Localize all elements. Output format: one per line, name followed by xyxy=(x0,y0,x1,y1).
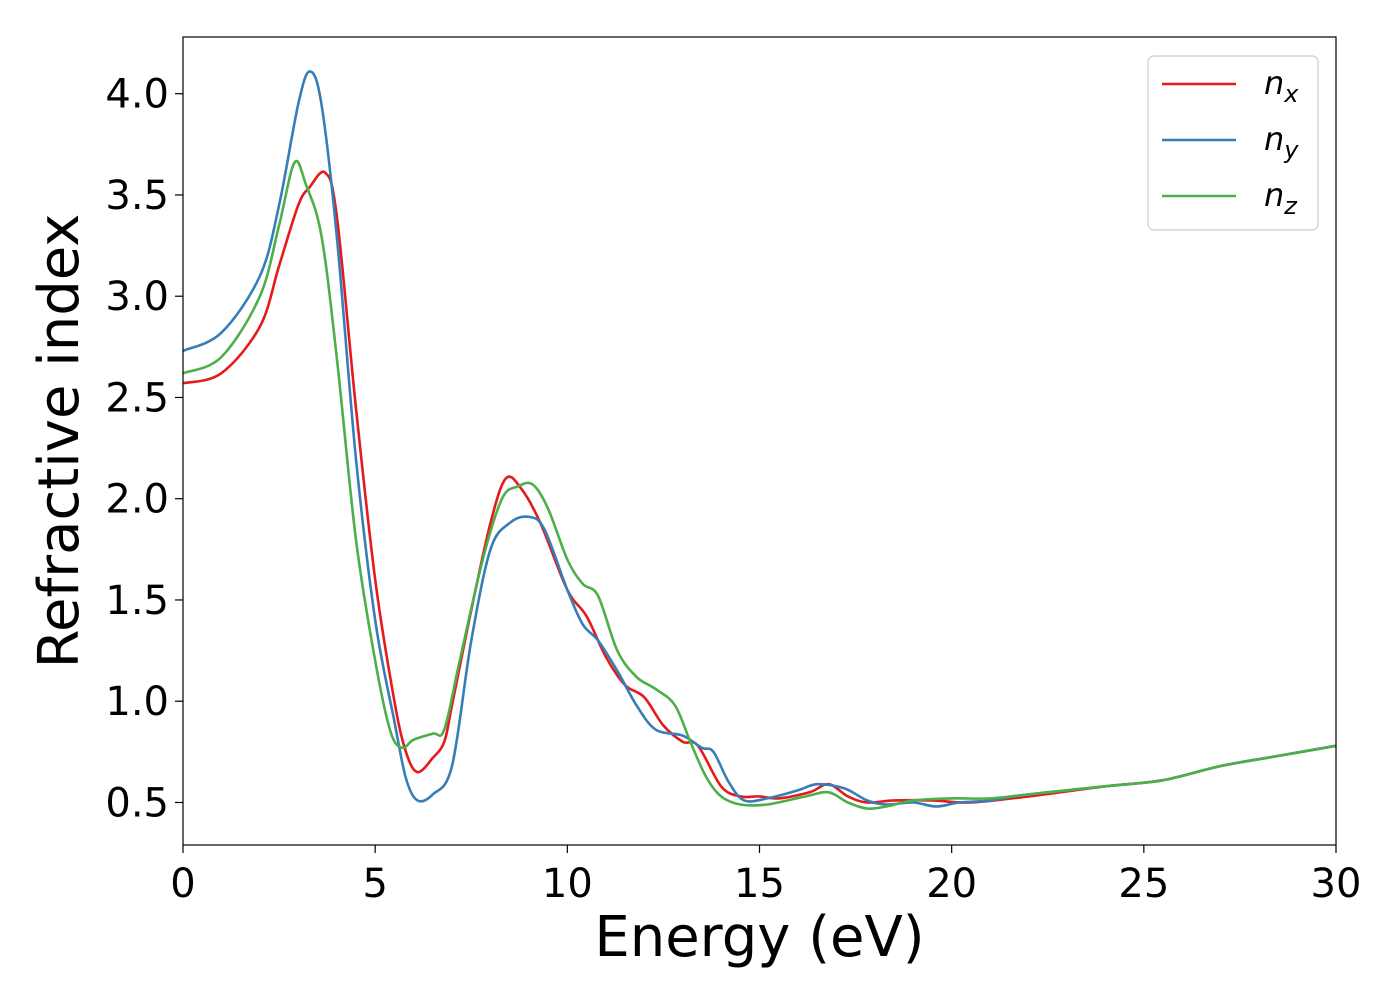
y-tick-label: 1.5 xyxy=(105,578,169,624)
x-tick-label: 0 xyxy=(170,861,195,907)
y-tick-label: 1.0 xyxy=(105,679,169,725)
y-tick-label: 0.5 xyxy=(105,780,169,826)
y-tick-label: 3.5 xyxy=(105,173,169,219)
x-tick-label: 30 xyxy=(1311,861,1362,907)
legend: nx ny nz xyxy=(1147,55,1319,231)
y-axis-label: Refractive index xyxy=(27,214,92,669)
y-tick-label: 2.0 xyxy=(105,477,169,523)
y-tick-label: 4.0 xyxy=(105,72,169,118)
x-tick-label: 25 xyxy=(1118,861,1169,907)
series-line-z xyxy=(183,159,1336,810)
x-tick-label: 15 xyxy=(734,861,785,907)
x-tick-label: 10 xyxy=(542,861,593,907)
legend-label-y: ny xyxy=(1264,120,1299,164)
series-group xyxy=(183,70,1336,810)
y-axis: 0.5 1.0 1.5 2.0 2.5 3.0 3.5 4.0 xyxy=(105,72,183,826)
series-line-x xyxy=(183,170,1336,804)
y-tick-label: 2.5 xyxy=(105,375,169,421)
plot-area xyxy=(182,36,1337,846)
legend-label-z: nz xyxy=(1264,176,1298,220)
legend-label-x: nx xyxy=(1264,64,1299,108)
legend-box xyxy=(1147,55,1319,231)
x-axis-label: Energy (eV) xyxy=(594,905,924,970)
x-axis: 0 5 10 15 20 25 30 xyxy=(170,845,1361,907)
series-line-y xyxy=(183,70,1336,808)
x-tick-label: 5 xyxy=(362,861,387,907)
x-tick-label: 20 xyxy=(926,861,977,907)
y-tick-label: 3.0 xyxy=(105,274,169,320)
